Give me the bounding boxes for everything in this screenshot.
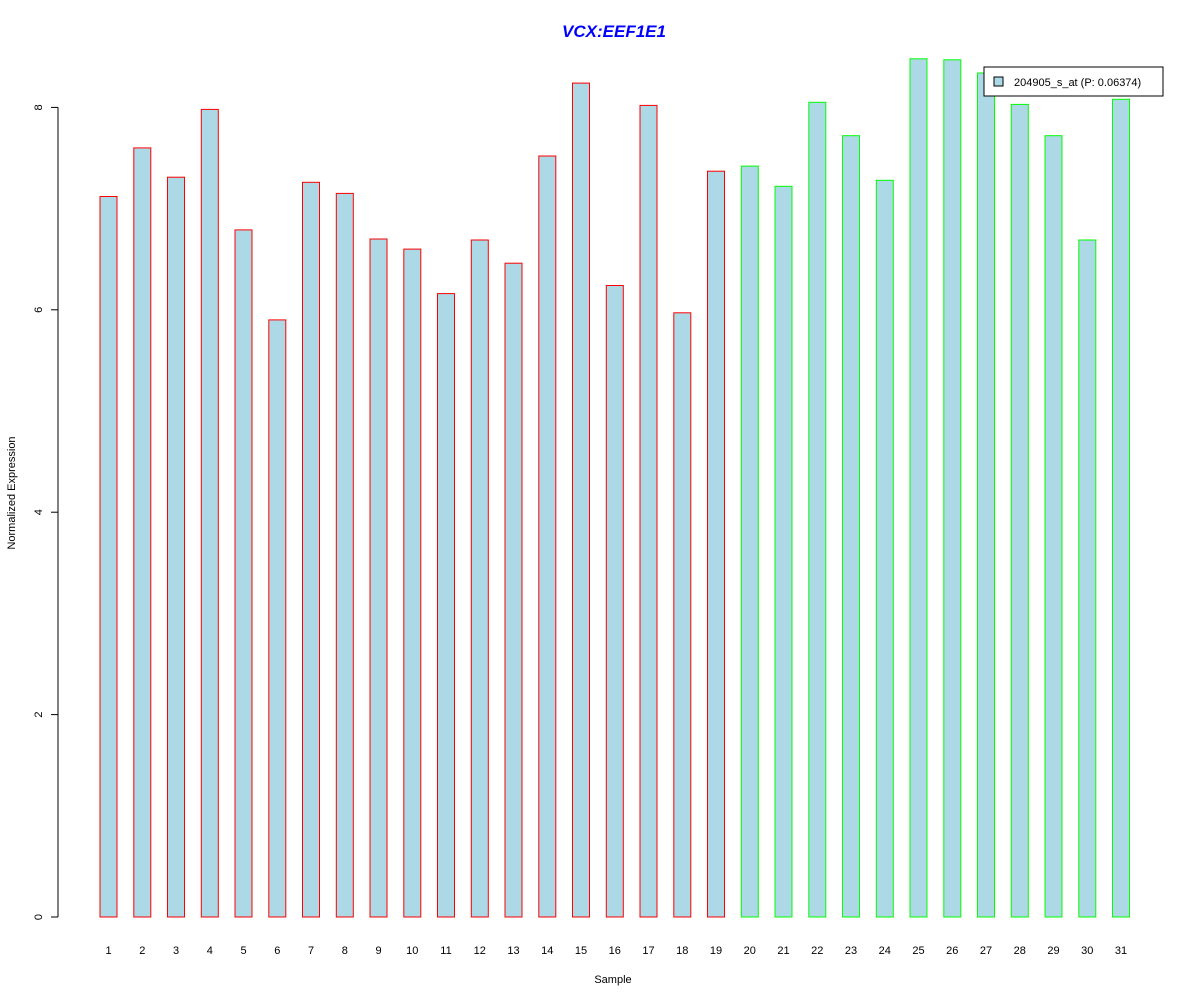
- x-tick-label: 1: [105, 945, 111, 957]
- bar-sample-31: [1112, 98, 1130, 918]
- bar-sample-15: [572, 82, 590, 918]
- bar-sample-22: [808, 101, 827, 918]
- legend-swatch: [993, 76, 1004, 87]
- x-tick-label: 26: [946, 945, 958, 957]
- y-tick-label: 6: [33, 307, 45, 313]
- x-tick-label: 7: [308, 945, 314, 957]
- x-tick-label: 5: [240, 945, 246, 957]
- y-tick-label: 8: [33, 104, 45, 110]
- x-axis-label: Sample: [594, 974, 631, 986]
- bar-sample-5: [234, 229, 253, 918]
- bar-sample-28: [1010, 103, 1029, 918]
- x-tick-label: 24: [879, 945, 891, 957]
- x-tick-label: 27: [980, 945, 992, 957]
- chart-title: VCX:EEF1E1: [562, 22, 666, 41]
- bar-sample-30: [1078, 239, 1097, 918]
- bar-sample-13: [504, 262, 523, 918]
- bar-sample-10: [403, 248, 422, 918]
- bar-sample-2: [133, 147, 152, 918]
- x-tick-label: 17: [642, 945, 654, 957]
- bar-sample-27: [977, 72, 995, 918]
- y-axis-label: Normalized Expression: [6, 436, 18, 549]
- bar-sample-3: [167, 176, 185, 918]
- bar-sample-26: [943, 59, 962, 918]
- bar-sample-25: [909, 58, 928, 918]
- y-tick-label: 4: [33, 509, 45, 515]
- bar-sample-16: [605, 285, 624, 918]
- x-tick-label: 16: [609, 945, 621, 957]
- bar-sample-23: [842, 135, 860, 918]
- x-tick-label: 11: [440, 945, 451, 957]
- bar-sample-19: [707, 170, 725, 918]
- bar-sample-4: [200, 108, 219, 918]
- x-tick-label: 29: [1047, 945, 1059, 957]
- y-tick-label: 0: [33, 914, 45, 920]
- x-tick-label: 14: [541, 945, 553, 957]
- bar-sample-11: [437, 293, 455, 918]
- x-tick-labels: 1 2 3 4 5 6 7 8 9 10 11 12 13 14 15 16 17 18 19 20 21 22 23 24 2…: [105, 945, 1127, 957]
- x-tick-label: 25: [912, 945, 924, 957]
- x-tick-label: 20: [744, 945, 756, 957]
- x-tick-label: 15: [575, 945, 587, 957]
- x-tick-label: 22: [811, 945, 823, 957]
- x-tick-label: 30: [1081, 945, 1093, 957]
- bar-sample-20: [740, 165, 759, 918]
- x-tick-label: 12: [474, 945, 486, 957]
- legend-box: [983, 66, 1164, 97]
- x-tick-label: 13: [507, 945, 519, 957]
- bar-sample-17: [639, 104, 658, 918]
- bar-sample-6: [268, 319, 287, 918]
- x-tick-label: 3: [173, 945, 179, 957]
- x-tick-label: 23: [845, 945, 857, 957]
- x-tick-label: 18: [676, 945, 688, 957]
- bar-sample-9: [369, 238, 388, 918]
- bar-sample-24: [875, 179, 894, 918]
- x-tick-label: 4: [207, 945, 213, 957]
- bar-sample-14: [538, 155, 557, 918]
- x-tick-label: 9: [375, 945, 381, 957]
- x-tick-label: 28: [1014, 945, 1026, 957]
- y-tick-label: 2: [33, 712, 45, 718]
- x-tick-label: 6: [274, 945, 280, 957]
- x-tick-label: 21: [777, 945, 789, 957]
- bar-sample-7: [302, 181, 320, 918]
- bars-group: [99, 58, 1130, 918]
- bar-sample-18: [673, 312, 692, 918]
- x-tick-label: 10: [406, 945, 418, 957]
- bar-sample-12: [470, 239, 489, 918]
- bar-sample-21: [774, 185, 793, 918]
- legend: 204905_s_at (P: 0.06374): [983, 66, 1164, 97]
- x-tick-label: 19: [710, 945, 722, 957]
- y-axis: 0 2 4 6 8: [33, 104, 59, 920]
- bar-sample-8: [335, 192, 354, 918]
- bar-sample-1: [99, 196, 118, 918]
- x-tick-label: 31: [1115, 945, 1127, 957]
- x-tick-label: 2: [139, 945, 145, 957]
- legend-label: 204905_s_at (P: 0.06374): [1014, 77, 1141, 89]
- x-tick-label: 8: [342, 945, 348, 957]
- bar-sample-29: [1044, 135, 1063, 918]
